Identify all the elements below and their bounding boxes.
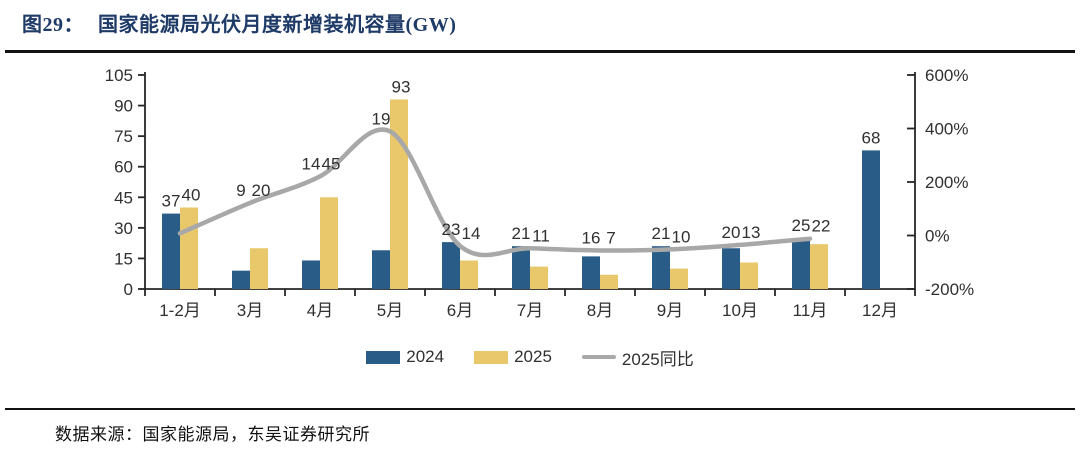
bar-2025-5月 xyxy=(390,99,408,289)
bar-label-2025: 11 xyxy=(532,226,550,245)
x-axis-label: 4月 xyxy=(307,301,333,320)
bar-2024-1-2月 xyxy=(162,213,180,289)
bar-2025-11月 xyxy=(810,244,828,289)
bar-label-2024: 9 xyxy=(236,181,245,200)
x-axis-label: 5月 xyxy=(377,301,403,320)
x-axis-label: 12月 xyxy=(862,301,898,320)
bar-label-2024: 21 xyxy=(652,224,671,243)
x-axis-label: 9月 xyxy=(657,301,683,320)
bar-label-2024: 16 xyxy=(582,228,601,247)
bar-label-2025: 45 xyxy=(322,154,341,173)
figure-number: 图29： xyxy=(22,14,84,36)
bar-label-2025: 13 xyxy=(742,223,761,242)
top-divider xyxy=(5,50,1075,53)
bar-2024-12月 xyxy=(862,150,880,289)
legend-bar-swatch xyxy=(474,350,509,364)
bar-2024-3月 xyxy=(232,270,250,289)
x-axis-label: 10月 xyxy=(722,301,758,320)
bar-label-2024: 21 xyxy=(512,224,531,243)
bar-2025-1-2月 xyxy=(180,207,198,289)
figure-title-text: 国家能源局光伏月度新增装机容量(GW) xyxy=(98,14,457,36)
bar-2025-8月 xyxy=(600,274,618,289)
right-axis-tick-label: 0% xyxy=(925,227,950,246)
left-axis-tick-label: 75 xyxy=(114,127,133,146)
bar-label-2025: 22 xyxy=(812,217,831,236)
bar-2025-6月 xyxy=(460,260,478,289)
left-axis-tick-label: 60 xyxy=(114,158,133,177)
bar-2024-8月 xyxy=(582,256,600,289)
left-axis-tick-label: 15 xyxy=(114,249,133,268)
right-axis-tick-label: 600% xyxy=(925,66,968,85)
bar-2025-10月 xyxy=(740,262,758,289)
bar-label-2025: 10 xyxy=(672,227,691,246)
bar-2025-7月 xyxy=(530,266,548,289)
right-axis-tick-label: 200% xyxy=(925,173,968,192)
data-source: 数据来源：国家能源局，东吴证券研究所 xyxy=(55,425,370,444)
legend-item-2025同比: 2025同比 xyxy=(581,345,694,370)
bar-2024-11月 xyxy=(792,238,810,289)
left-axis-tick-label: 30 xyxy=(114,219,133,238)
bar-label-2025: 7 xyxy=(606,228,615,247)
x-axis-label: 1-2月 xyxy=(159,301,201,320)
left-axis-tick-label: 90 xyxy=(114,97,133,116)
left-axis-tick-label: 105 xyxy=(105,66,133,85)
x-axis-label: 7月 xyxy=(517,301,543,320)
right-axis-tick-label: 400% xyxy=(925,120,968,139)
bar-2024-6月 xyxy=(442,242,460,289)
bar-2024-10月 xyxy=(722,248,740,289)
bar-label-2024: 20 xyxy=(722,223,741,242)
bar-label-2025: 14 xyxy=(462,224,481,243)
yoy-line xyxy=(177,127,813,258)
bar-2025-4月 xyxy=(320,197,338,289)
chart-legend: 2024 2025 2025同比 xyxy=(145,345,915,369)
x-axis-label: 8月 xyxy=(587,301,613,320)
legend-label: 2025 xyxy=(514,347,552,366)
bar-label-2025: 40 xyxy=(182,185,201,204)
left-axis-tick-label: 45 xyxy=(114,188,133,207)
bar-2024-5月 xyxy=(372,250,390,289)
legend-bar-swatch xyxy=(366,350,401,364)
bar-label-2025: 20 xyxy=(252,181,271,200)
right-axis-tick-label: -200% xyxy=(925,280,974,299)
legend-label: 2025同比 xyxy=(621,349,694,369)
bar-2024-9月 xyxy=(652,246,670,289)
figure-title: 图29： 国家能源局光伏月度新增装机容量(GW) xyxy=(22,8,456,37)
bar-label-2025: 93 xyxy=(392,77,411,96)
bar-2024-4月 xyxy=(302,260,320,289)
bar-2025-9月 xyxy=(670,268,688,289)
legend-item-2024: 2024 xyxy=(366,347,444,367)
bar-label-2024: 19 xyxy=(372,109,391,128)
bar-label-2024: 23 xyxy=(442,220,461,239)
bar-label-2024: 37 xyxy=(162,192,181,211)
x-axis-label: 6月 xyxy=(447,301,473,320)
x-axis-label: 3月 xyxy=(237,301,263,320)
x-axis-label: 11月 xyxy=(793,301,828,320)
bar-2024-7月 xyxy=(512,246,530,289)
bar-label-2024: 14 xyxy=(302,154,321,173)
legend-line-swatch xyxy=(581,354,616,360)
legend-label: 2024 xyxy=(406,347,445,366)
bar-label-2024: 68 xyxy=(862,128,881,147)
bottom-divider xyxy=(5,408,1075,410)
bar-label-2024: 25 xyxy=(792,216,811,235)
legend-item-2025: 2025 xyxy=(474,347,552,367)
left-axis-tick-label: 0 xyxy=(124,280,133,299)
bar-2025-3月 xyxy=(250,248,268,289)
